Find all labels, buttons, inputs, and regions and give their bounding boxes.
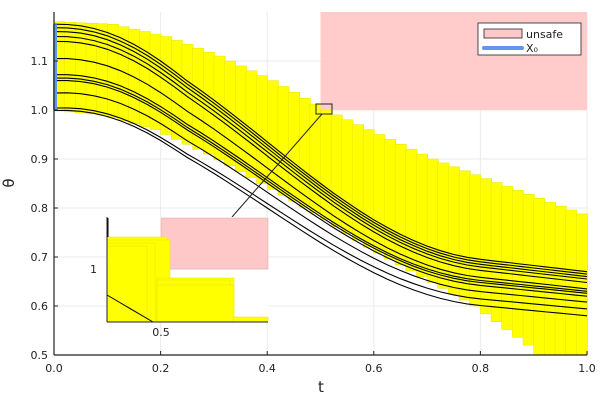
y-tick-label: 0.5	[31, 349, 49, 362]
x-tick-label: 0.8	[472, 362, 490, 375]
reach-box	[362, 129, 375, 248]
trajectory-line	[54, 77, 588, 294]
zoom-box	[315, 103, 333, 115]
reach-box	[576, 213, 588, 356]
y-axis-label: θ	[0, 178, 18, 187]
trajectory-line	[53, 27, 588, 275]
inset-y-tick-label: 1	[90, 263, 97, 276]
reach-box	[277, 86, 290, 196]
reach-box	[234, 65, 247, 172]
y-tick-label: 0.8	[31, 202, 49, 215]
trajectories	[53, 23, 588, 317]
y-tick-label: 0.7	[31, 251, 49, 264]
axes: 0.0 0.2 0.4 0.6 0.8 1.0 0.5 0.6 0.7 0.8 0.9 1.0 1.1	[31, 12, 596, 375]
trajectory-line	[53, 92, 588, 303]
reach-box	[341, 119, 354, 234]
reach-box	[480, 178, 492, 315]
zoom-connector	[231, 113, 323, 218]
trajectory-line	[53, 31, 588, 278]
y-tick-label: 1.1	[31, 55, 49, 68]
reach-box	[352, 124, 364, 241]
reach-box	[171, 40, 183, 140]
reach-box	[416, 153, 428, 277]
trajectory-line	[54, 58, 588, 290]
x-tick-label: 0.2	[152, 362, 170, 375]
trajectory-line	[54, 74, 588, 292]
x-tick-label: 1.0	[578, 362, 596, 375]
x-tick-label: 0.0	[45, 362, 63, 375]
reach-box	[330, 114, 343, 227]
inset-box	[106, 245, 148, 323]
y-tick-label: 0.9	[31, 153, 49, 166]
reach-box	[149, 33, 162, 130]
reach-box	[469, 174, 482, 307]
reach-box	[565, 209, 578, 356]
reach-box	[75, 22, 87, 114]
x-tick-label: 0.4	[258, 362, 276, 375]
reach-box	[85, 23, 98, 115]
reach-box	[266, 80, 279, 190]
inset-unsafe	[160, 217, 269, 270]
reach-box	[298, 97, 311, 208]
y-tick-label: 1.0	[31, 104, 49, 117]
reach-box	[309, 103, 322, 214]
inset-box	[232, 316, 269, 323]
trajectory-line	[53, 107, 588, 310]
y-tick-label: 0.6	[31, 300, 49, 313]
inset-box	[156, 284, 235, 323]
zoom-indicator	[231, 103, 333, 218]
trajectory-line	[53, 40, 588, 284]
reach-box	[160, 36, 173, 135]
reach-box	[245, 70, 258, 178]
reach-box	[64, 22, 77, 113]
reach-box	[224, 60, 237, 167]
trajectory-line	[53, 35, 588, 280]
x-tick-label: 0.6	[365, 362, 383, 375]
reach-box	[426, 158, 439, 283]
x-axis-label: t	[318, 378, 324, 396]
legend-box	[477, 22, 582, 56]
trajectory-line	[53, 23, 588, 273]
inset-plot: 0.51	[90, 217, 269, 339]
trajectory-line	[53, 109, 588, 317]
legend-label-x0: X₀	[526, 42, 539, 55]
legend-label-unsafe: unsafe	[526, 28, 563, 41]
legend-swatch-unsafe	[483, 28, 523, 39]
inset-x-tick-label: 0.5	[152, 326, 170, 339]
inset-trajectory	[106, 294, 154, 323]
trajectory-line	[54, 80, 588, 297]
